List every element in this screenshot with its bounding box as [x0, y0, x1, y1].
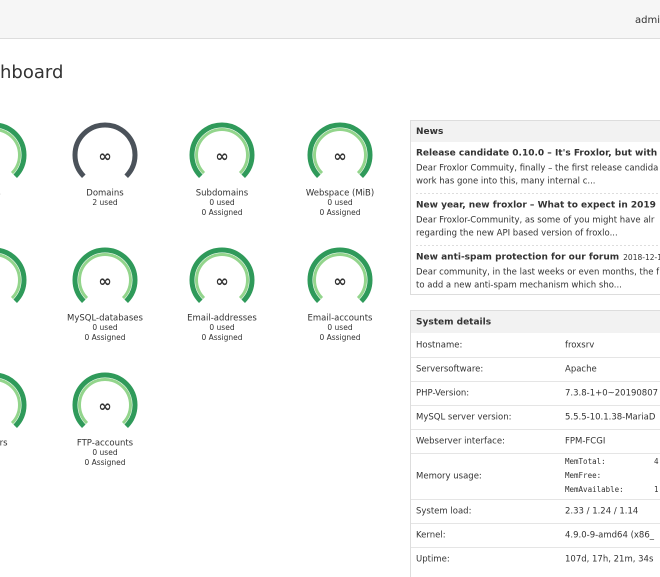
gauge-symbol: ∞ — [215, 272, 228, 291]
system-value: 107d, 17h, 21m, 34s — [565, 555, 654, 565]
system-label: Serversoftware: — [416, 365, 483, 375]
gauge-inner-arc — [313, 253, 367, 300]
news-title: News — [416, 127, 443, 137]
gauge-stat: 0 Assigned — [84, 458, 125, 467]
news-header — [411, 121, 660, 142]
system-value: 4.9.0-9-amd64 (x86_ — [565, 531, 655, 541]
gauge-stat: 0 Assigned — [319, 208, 360, 217]
system-label: Kernel: — [416, 531, 446, 541]
gauge-label: FTP-accounts — [77, 439, 134, 449]
memory-key: MemTotal: — [565, 457, 606, 466]
gauge-label: arders — [0, 439, 8, 449]
news-item-excerpt: Dear Froxlor Commuity, finally – the fir… — [416, 164, 658, 174]
gauge-inner-arc — [0, 128, 21, 175]
system-label: Webserver interface: — [416, 437, 505, 447]
gauge-label: Subdomains — [196, 189, 249, 199]
news-panel — [410, 120, 660, 295]
memory-key: MemAvailable: — [565, 485, 624, 494]
news-item-excerpt: Dear community, in the last weeks or eve… — [416, 268, 660, 278]
gauge-stat: 0 Assigned — [201, 333, 242, 342]
gauge-arc — [189, 247, 255, 303]
system-value: Apache — [565, 365, 597, 375]
gauge-symbol: ∞ — [98, 272, 111, 291]
gauge-stat: 2 used — [92, 198, 117, 207]
gauge-stat: 0 used — [92, 323, 117, 332]
gauge-arc — [72, 372, 138, 428]
gauge-arc — [0, 123, 27, 178]
gauge-stat: 0 used — [327, 323, 352, 332]
gauge-inner-arc — [0, 378, 21, 425]
system-label: MySQL server version: — [416, 413, 512, 423]
system-value: 2.33 / 1.24 / 1.14 — [565, 507, 638, 517]
system-header — [411, 311, 660, 333]
gauge-symbol: ∞ — [98, 147, 111, 166]
system-label: PHP-Version: — [416, 389, 469, 399]
news-item-excerpt: to add a new anti-spam mechanism which s… — [416, 281, 622, 291]
gauge-arc — [189, 122, 255, 178]
gauge-inner-arc — [78, 253, 132, 300]
system-value: 5.5.5-10.1.38-MariaD — [565, 413, 656, 423]
gauge-stat: 0 used — [327, 198, 352, 207]
gauge-stat: 0 used — [209, 323, 234, 332]
news-item-excerpt: Dear Froxlor-Community, as some of you m… — [416, 216, 655, 226]
memory-key: MemFree: — [565, 471, 601, 480]
news-item-excerpt: work has gone into this, many internal c… — [416, 177, 596, 187]
memory-value: 1 — [654, 485, 659, 494]
gauge-arc — [0, 248, 27, 303]
gauge-arc — [307, 122, 373, 178]
gauge-arc — [72, 122, 138, 178]
system-value: FPM-FCGI — [565, 437, 605, 447]
gauge-symbol: ∞ — [0, 397, 1, 416]
gauge-inner-arc — [313, 128, 367, 175]
gauge-symbol: ∞ — [0, 147, 1, 166]
gauge-arc — [72, 247, 138, 303]
gauge-label: MySQL-databases — [67, 314, 144, 324]
gauge-stat: 0 used — [92, 448, 117, 457]
system-label: Uptime: — [416, 555, 450, 565]
news-item-title[interactable]: New anti-spam protection for our forum — [416, 253, 619, 263]
gauge-symbol: ∞ — [98, 397, 111, 416]
system-panel — [410, 310, 660, 577]
gauge-symbol: ∞ — [333, 147, 346, 166]
system-label: Memory usage: — [416, 472, 482, 482]
page-title: hboard — [0, 62, 63, 83]
gauge-label: Domains — [86, 189, 124, 199]
system-label: Hostname: — [416, 341, 462, 351]
gauge-arc — [0, 373, 27, 428]
system-value-link[interactable]: 7.3.8-1+0~20190807 — [565, 389, 658, 399]
gauge-label: Email-accounts — [308, 314, 374, 324]
system-value: froxsrv — [565, 341, 594, 351]
gauge-stat: 0 Assigned — [84, 333, 125, 342]
system-title: System details — [416, 318, 491, 328]
gauge-stat: 0 used — [209, 198, 234, 207]
user-menu[interactable]: admi — [635, 15, 660, 26]
gauge-label: Email-addresses — [187, 314, 257, 324]
gauge-inner-arc — [0, 253, 21, 300]
news-item-title[interactable]: Release candidate 0.10.0 – It's Froxlor,… — [416, 149, 660, 159]
gauge-symbol: ∞ — [0, 272, 1, 291]
news-item-excerpt: regarding the new API based version of f… — [416, 229, 618, 239]
news-item-date: 2018-12-13 15 — [623, 253, 660, 262]
gauge-inner-arc — [195, 128, 249, 175]
gauge-inner-arc — [78, 378, 132, 425]
top-bar — [0, 0, 660, 38]
gauge-stat: 0 Assigned — [201, 208, 242, 217]
gauge-stat: 0 Assigned — [319, 333, 360, 342]
memory-value: 4 — [654, 457, 659, 466]
gauge-arc — [307, 247, 373, 303]
system-label: System load: — [416, 507, 471, 517]
news-item-title[interactable]: New year, new froxlor – What to expect i… — [416, 201, 656, 211]
gauge-label: ers — [0, 189, 1, 199]
gauge-label: Webspace (MiB) — [306, 189, 374, 199]
gauge-inner-arc — [195, 253, 249, 300]
gauge-symbol: ∞ — [215, 147, 228, 166]
gauge-symbol: ∞ — [333, 272, 346, 291]
